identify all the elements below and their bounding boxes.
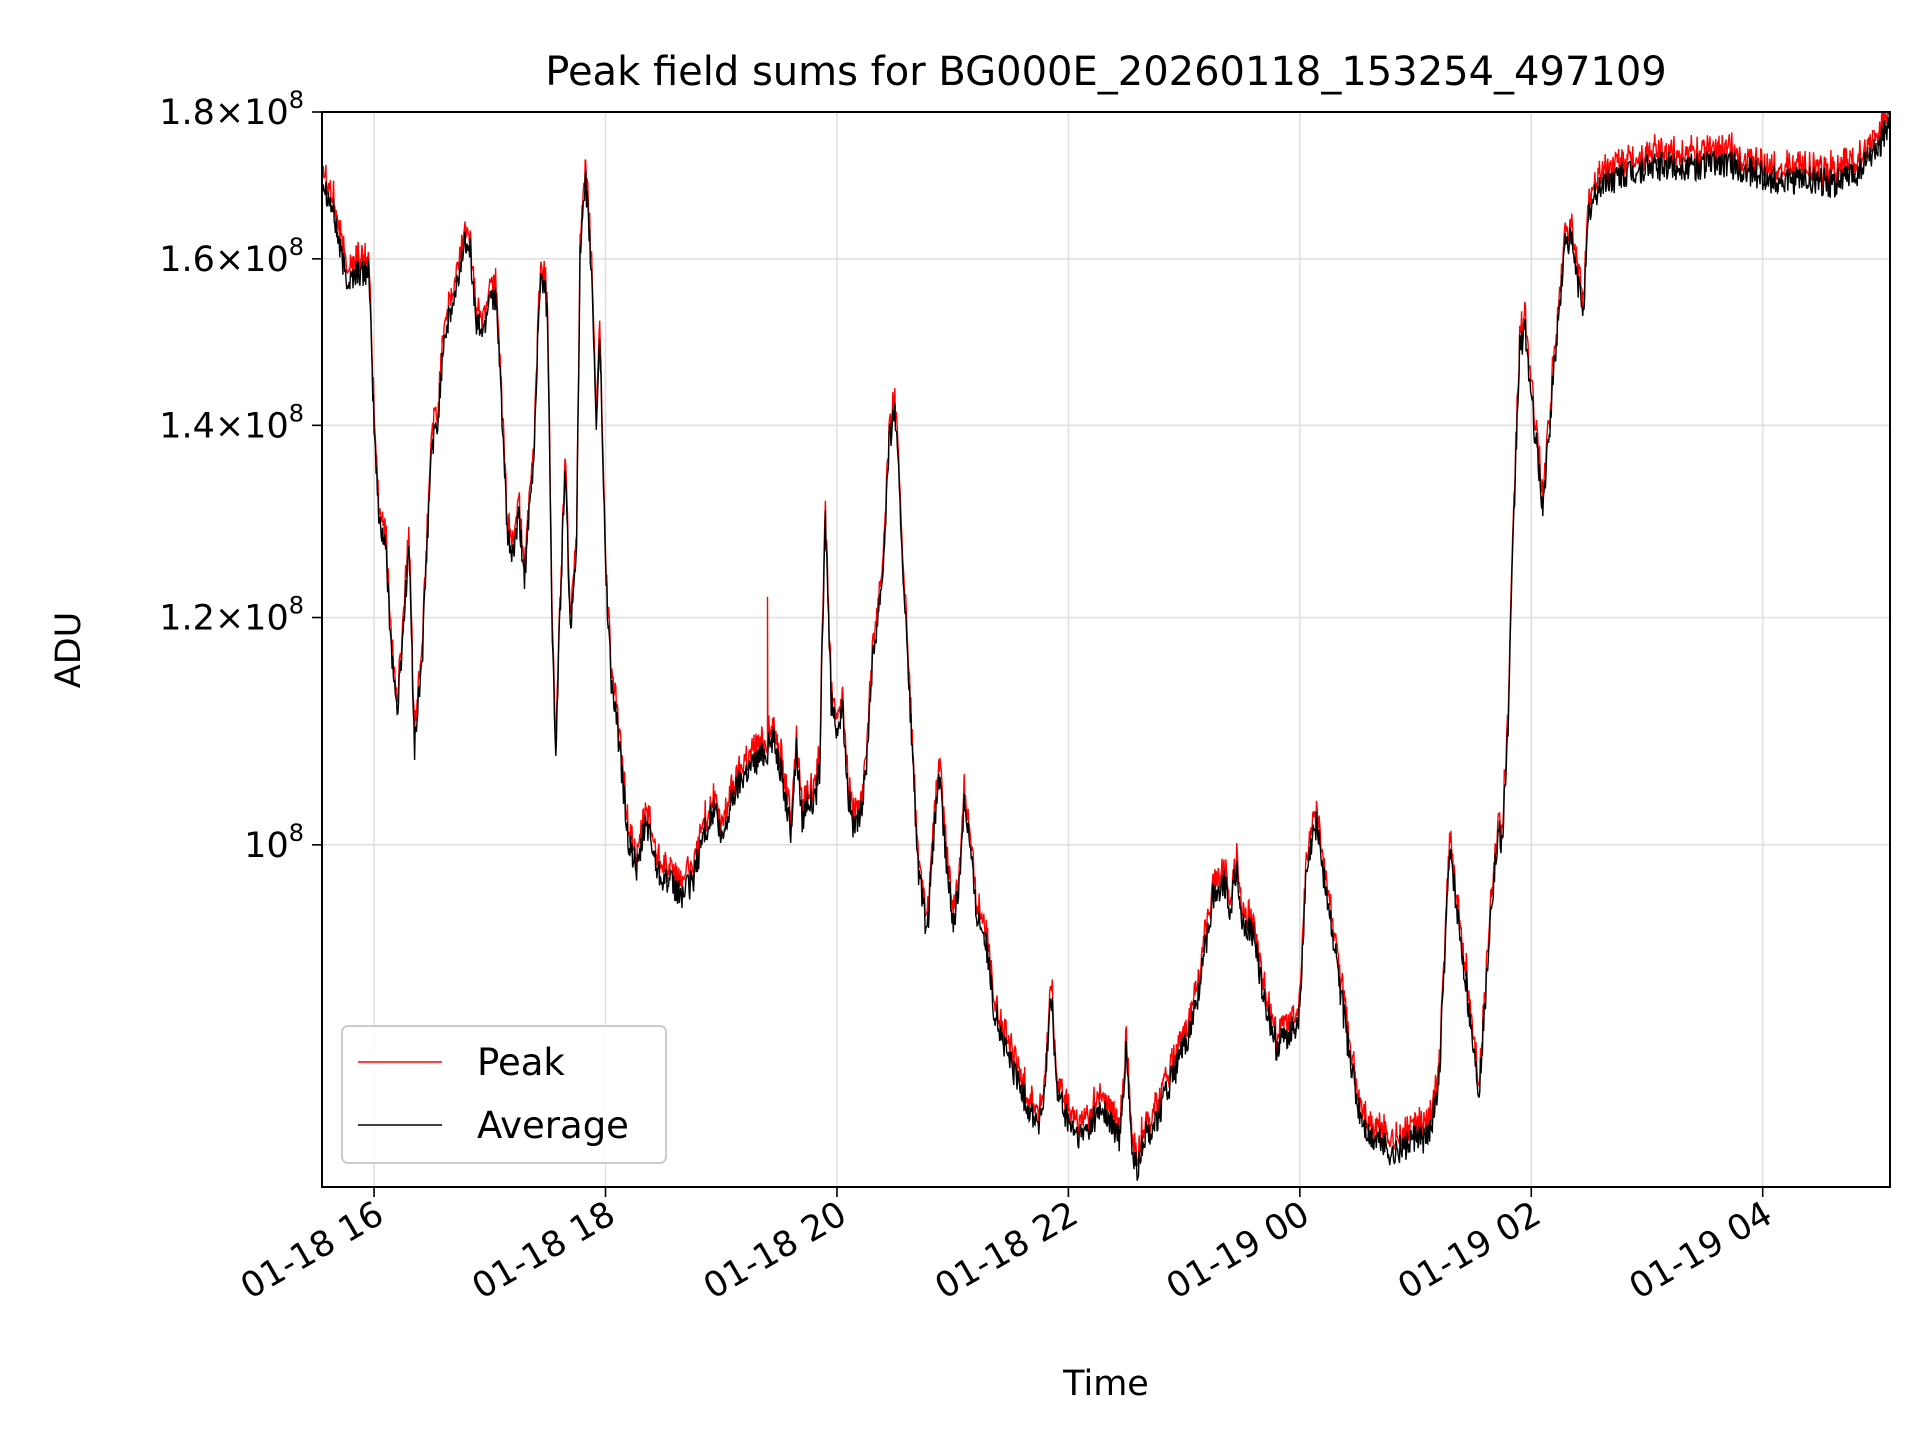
legend-label-peak: Peak bbox=[477, 1041, 565, 1084]
x-axis-label: Time bbox=[1062, 1364, 1149, 1404]
series-group bbox=[321, 110, 1891, 1181]
y-tick-label-0: 108 bbox=[244, 819, 304, 866]
y-tick-label-2: 1.4×108 bbox=[159, 399, 304, 446]
y-tick-label-3: 1.6×108 bbox=[159, 233, 304, 280]
y-axis-label: ADU bbox=[49, 612, 89, 689]
plot-frame bbox=[321, 111, 1891, 1188]
chart-title: Peak field sums for BG000E_20260118_1532… bbox=[545, 49, 1666, 95]
series-line-average bbox=[321, 111, 1891, 1181]
legend-box bbox=[341, 1025, 667, 1164]
y-axis: 108 1.2×108 1.4×108 1.6×108 1.8×108 bbox=[159, 86, 322, 866]
y-tick-label-4: 1.8×108 bbox=[159, 86, 304, 133]
y-tick-label-1: 1.2×108 bbox=[159, 592, 304, 639]
legend-label-average: Average bbox=[477, 1104, 629, 1147]
legend: Peak Average bbox=[341, 1025, 667, 1164]
series-line-peak bbox=[321, 110, 1891, 1167]
